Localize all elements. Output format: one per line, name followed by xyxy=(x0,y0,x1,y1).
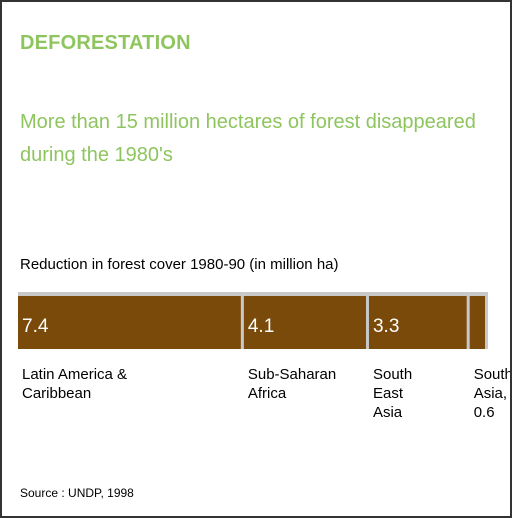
bar xyxy=(469,296,485,349)
bar xyxy=(368,296,467,349)
chart-caption: Reduction in forest cover 1980-90 (in mi… xyxy=(20,256,339,273)
value-label: 3.3 xyxy=(373,316,399,337)
value-label: 7.4 xyxy=(22,316,49,337)
value-label: 4.1 xyxy=(248,316,274,337)
category-label: East xyxy=(373,385,404,402)
forest-reduction-chart: 7.4 Latin America & Caribbean 4.1 Sub-Sahara… xyxy=(18,292,510,421)
category-label: Africa xyxy=(248,385,287,402)
category-label: South xyxy=(474,366,510,383)
category-label: South xyxy=(373,366,412,383)
category-label: Sub-Saharan xyxy=(248,366,336,383)
category-label: Caribbean xyxy=(22,385,91,402)
source-note: Source : UNDP, 1998 xyxy=(20,486,134,500)
headline-statement: More than 15 million hectares of forest … xyxy=(20,111,476,166)
category-label: 0.6 xyxy=(474,404,495,421)
category-label: Latin America & xyxy=(22,366,127,383)
category-label: Asia, xyxy=(474,385,507,402)
bar xyxy=(243,296,366,349)
category-label: Asia xyxy=(373,404,403,421)
page-title: DEFORESTATION xyxy=(20,32,191,54)
bar xyxy=(18,296,241,349)
